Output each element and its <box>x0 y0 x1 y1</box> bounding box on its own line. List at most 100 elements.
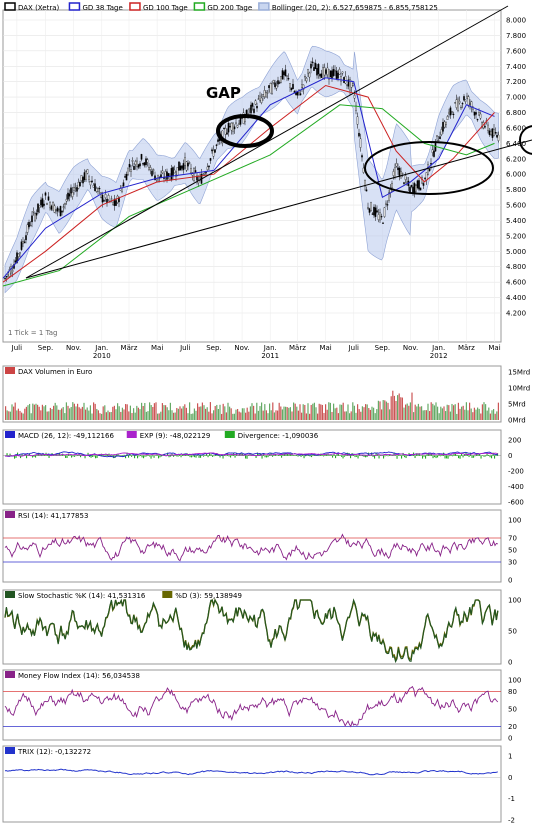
price-candle-body <box>316 68 318 76</box>
price-candle-body <box>256 105 258 109</box>
volume-bar <box>392 390 394 420</box>
macd-divergence-bar <box>231 453 233 456</box>
macd-divergence-bar <box>350 455 352 459</box>
volume-bar <box>238 411 240 420</box>
volume-bar <box>72 402 74 420</box>
volume-bar <box>337 413 339 420</box>
price-candle-body <box>433 150 435 157</box>
volume-bar <box>176 407 178 420</box>
macd-divergence-bar <box>143 455 145 459</box>
volume-bar <box>486 410 488 420</box>
price-y-ticks: 8.000 7.800 7.600 7.400 7.200 7.000 6.800 6.600… <box>506 17 526 318</box>
price-candle-body <box>41 198 44 207</box>
macd-divergence-bar <box>158 455 160 459</box>
price-candle-body <box>266 92 269 94</box>
price-candle-body <box>490 131 492 135</box>
volume-bar <box>254 413 256 420</box>
price-candle-body <box>305 77 308 82</box>
price-candle-body <box>457 98 459 111</box>
volume-bar <box>109 412 111 420</box>
macd-divergence-bar <box>404 455 406 458</box>
volume-bar <box>454 404 456 420</box>
price-candle-body <box>125 173 128 181</box>
ma-line-gd-200-tage <box>2 104 495 287</box>
price-candle-body <box>199 176 201 179</box>
macd-divergence-bar <box>284 454 286 456</box>
macd-divergence-bar <box>176 455 178 457</box>
macd-divergence-bar <box>180 455 182 458</box>
volume-bar <box>105 412 107 420</box>
macd-divergence-bar <box>153 455 155 458</box>
price-candle-body <box>31 215 33 223</box>
volume-bar <box>14 402 16 420</box>
macd-divergence-bar <box>132 455 134 456</box>
volume-bar <box>489 413 491 420</box>
price-candle-body <box>88 176 90 180</box>
price-candle-body <box>71 191 74 197</box>
volume-bar <box>267 413 269 420</box>
volume-bar <box>77 403 79 420</box>
price-candle-body <box>46 202 48 205</box>
price-legend-label: GD 100 Tage <box>143 4 188 12</box>
vol-y-tick: 0Mrd <box>508 417 526 425</box>
price-candle-body <box>424 177 426 179</box>
mfi-line <box>3 685 501 728</box>
volume-bar <box>265 410 267 420</box>
volume-bar <box>433 405 435 420</box>
volume-bar <box>421 406 423 420</box>
volume-bar <box>446 404 448 420</box>
price-candle-body <box>191 173 194 176</box>
price-x-tick: Juli <box>11 344 22 352</box>
bollinger-band <box>4 45 499 294</box>
volume-bar <box>315 407 317 420</box>
macd-divergence-bar <box>383 455 385 459</box>
macd-divergence-bar <box>270 452 272 456</box>
macd-divergence-bar <box>125 455 127 459</box>
volume-bar <box>397 395 399 420</box>
macd-divergence-bar <box>261 455 263 459</box>
volume-chart: DAX Volumen in Euro 15Mrd 10Mrd 5Mrd 0Mrd <box>2 365 530 425</box>
price-y-tick: 7.000 <box>506 94 526 102</box>
volume-bar <box>139 409 141 420</box>
rsi-line <box>4 533 498 562</box>
price-candle-body <box>302 84 305 90</box>
volume-bar <box>75 406 77 420</box>
macd-divergence-bar <box>272 455 274 457</box>
volume-bar <box>177 408 179 420</box>
price-candle-body <box>56 207 59 212</box>
price-candle-body <box>401 172 404 174</box>
price-candle-body <box>82 177 84 184</box>
macd-divergence-bar <box>264 455 266 458</box>
macd-divergence-bar <box>491 455 493 459</box>
price-candle-body <box>79 182 81 187</box>
volume-bar <box>54 402 56 420</box>
macd-divergence-bar <box>336 453 338 456</box>
price-candle-body <box>236 125 239 128</box>
volume-bar <box>384 400 386 420</box>
macd-divergence-bar <box>302 454 304 456</box>
price-candle-body <box>323 67 326 76</box>
vol-y-tick: 15Mrd <box>508 369 530 377</box>
price-candle-body <box>428 168 431 172</box>
volume-bar <box>24 408 26 420</box>
macd-divergence-bar <box>206 453 208 456</box>
macd-divergence-bar <box>96 455 98 459</box>
volume-bar <box>200 406 202 420</box>
volume-bar <box>78 407 80 420</box>
volume-bar <box>408 405 410 420</box>
price-candle-body <box>190 167 192 174</box>
macd-divergence-bar <box>356 455 358 457</box>
price-candle-body <box>124 176 126 178</box>
macd-divergence-bar <box>458 455 460 459</box>
macd-divergence-bar <box>341 455 343 457</box>
macd-divergence-bar <box>35 455 37 458</box>
macd-divergence-bar <box>173 455 175 457</box>
macd-divergence-bar <box>389 454 391 456</box>
volume-bar <box>40 410 42 420</box>
price-candle-body <box>286 75 288 77</box>
macd-divergence-bar <box>146 455 148 457</box>
macd-divergence-bar <box>464 454 466 456</box>
volume-bar <box>261 402 263 420</box>
volume-bar <box>445 411 447 420</box>
macd-divergence-bar <box>393 452 395 456</box>
